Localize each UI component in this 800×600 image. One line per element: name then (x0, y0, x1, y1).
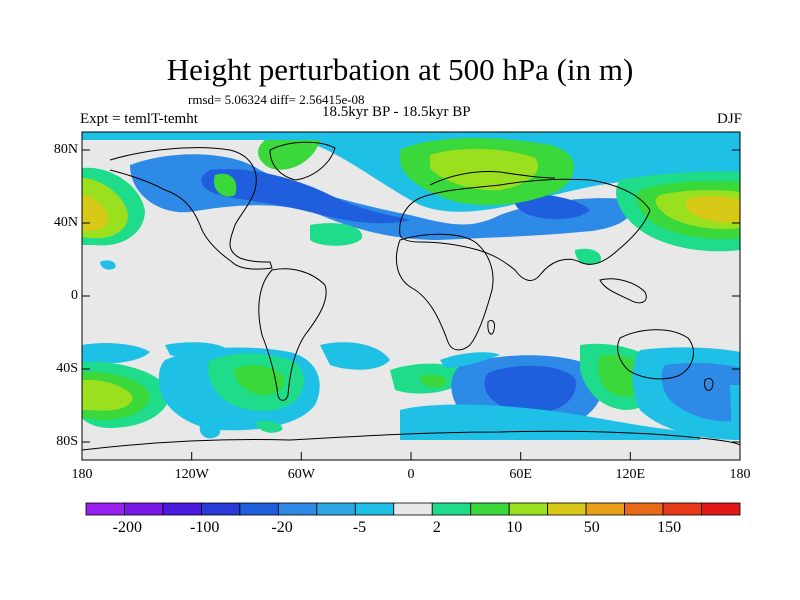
colorbar-swatch (162, 502, 202, 516)
colorbar-swatch (201, 502, 241, 516)
colorbar-swatch (239, 502, 279, 516)
contour-field (82, 132, 740, 460)
colorbar-swatch (393, 502, 433, 516)
colorbar-swatch (701, 502, 741, 516)
plot-title: Height perturbation at 500 hPa (in m) (166, 52, 634, 87)
colorbar-swatch (508, 502, 549, 516)
colorbar-label: 50 (583, 519, 600, 536)
lat-label-40n: 40N (53, 215, 78, 230)
colorbar-label: 10 (506, 519, 523, 536)
colorbar-swatch (662, 502, 702, 516)
colorbar-swatch (624, 502, 664, 516)
lat-label-80n: 80N (53, 142, 78, 157)
lon-label-120w: 120W (174, 467, 209, 482)
colorbar-swatch (470, 502, 510, 516)
lon-ticks (81, 452, 741, 460)
colorbar-swatch (277, 502, 318, 516)
colorbar-label: 2 (432, 519, 441, 536)
lon-label-60w: 60W (287, 467, 315, 482)
colorbar (85, 502, 741, 516)
colorbar-swatch (547, 502, 587, 516)
lon-label-180e: 180 (729, 467, 751, 482)
lon-label-60e: 60E (509, 467, 532, 482)
colorbar-swatch (585, 502, 625, 516)
colorbar-label: -5 (352, 519, 367, 536)
colorbar-swatch (431, 502, 472, 516)
colorbar-swatch (354, 502, 395, 516)
colorbar-swatch (316, 502, 356, 516)
experiment-label: Expt = temlT-temht (80, 111, 198, 127)
stats-line: rmsd= 5.06324 diff= 2.56415e-08 (188, 92, 365, 107)
colorbar-label: -100 (190, 519, 220, 536)
period-label: 18.5kyr BP - 18.5kyr BP (322, 104, 471, 120)
season-label: DJF (716, 111, 742, 127)
lat-label-80s: 80S (56, 434, 78, 449)
lat-label-40s: 40S (56, 361, 78, 376)
lon-label-180w: 180 (71, 467, 93, 482)
colorbar-label: -200 (112, 519, 142, 536)
colorbar-swatch (85, 502, 125, 516)
lat-ticks (82, 149, 740, 443)
colorbar-label: 150 (657, 519, 682, 536)
lon-label-120e: 120E (615, 467, 646, 482)
lat-label-0: 0 (71, 288, 78, 303)
colorbar-label: -20 (271, 519, 293, 536)
coastlines (82, 141, 740, 451)
lon-label-0: 0 (407, 467, 415, 482)
colorbar-swatch (124, 502, 164, 516)
